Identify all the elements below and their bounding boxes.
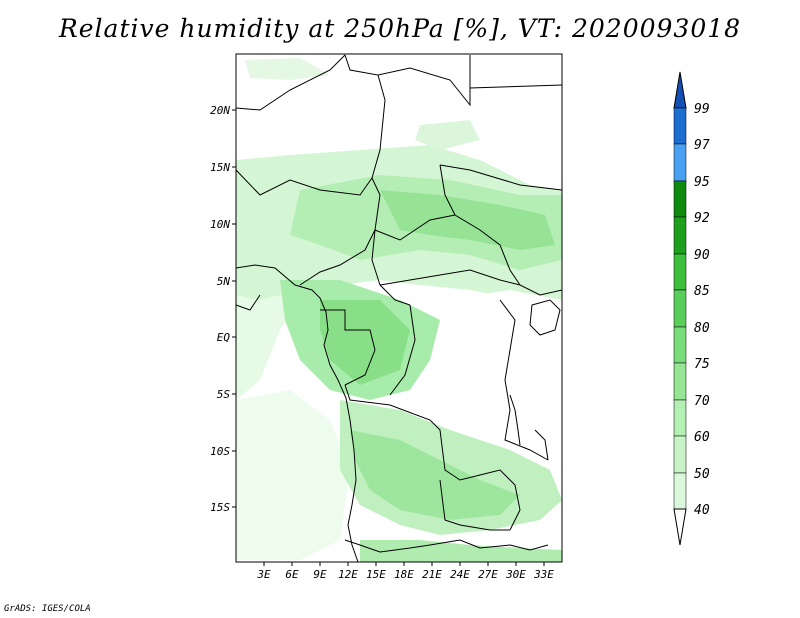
colorbar-segment — [673, 435, 687, 474]
colorbar-bottom-arrow — [673, 508, 687, 546]
colorbar-label: 97 — [694, 138, 710, 153]
colorbar-segment — [673, 399, 687, 437]
lon-tick-label: 21E — [422, 568, 442, 581]
colorbar-segment — [673, 289, 687, 328]
colorbar-label: 60 — [694, 430, 710, 445]
lat-tick-label: EQ — [217, 331, 231, 344]
lat-tick-label: 5N — [217, 275, 231, 288]
country-borders — [235, 54, 563, 563]
colorbar-segment — [673, 143, 687, 182]
colorbar-label: 75 — [694, 357, 710, 372]
colorbar-label: 92 — [694, 211, 710, 226]
colorbar-label: 99 — [694, 102, 710, 117]
lat-tick-label: 15N — [210, 161, 230, 174]
lat-tick-label: 20N — [210, 104, 230, 117]
colorbar-top-arrow — [673, 71, 687, 109]
colorbar-label: 95 — [694, 175, 710, 190]
map-frame — [235, 53, 563, 563]
colorbar-label: 70 — [694, 394, 710, 409]
lon-tick-label: 30E — [505, 568, 526, 581]
lon-tick-label: 12E — [338, 568, 358, 581]
credit-label: GrADS: IGES/COLA — [4, 604, 91, 614]
lon-tick-label: 9E — [313, 568, 327, 581]
lon-tick-label: 15E — [366, 568, 386, 581]
colorbar-label: 90 — [694, 248, 710, 263]
lon-axis: 3E 6E 9E 12E 15E 18E 21E 24E 27E 30E 33E — [256, 562, 554, 581]
lon-tick-label: 3E — [256, 568, 271, 581]
colorbar-segment — [673, 253, 687, 291]
lon-tick-label: 33E — [533, 568, 554, 581]
lat-tick-label: 5S — [217, 388, 231, 401]
lat-tick-label: 10N — [210, 218, 230, 231]
colorbar-label: 50 — [694, 467, 710, 482]
colorbar-label: 40 — [694, 503, 710, 518]
map-title: Relative humidity at 250hPa [%], VT: 202… — [58, 14, 742, 43]
lon-tick-label: 18E — [394, 568, 414, 581]
lat-tick-label: 15S — [210, 501, 230, 514]
colorbar-segment — [673, 107, 687, 145]
colorbar-segment — [673, 472, 687, 510]
lat-axis: 20N 15N 10N 5N EQ 5S 10S 15S — [210, 104, 236, 514]
colorbar-label: 85 — [694, 284, 710, 299]
colorbar-segment — [673, 362, 687, 401]
colorbar: 99 97 95 92 90 85 80 75 70 60 50 40 — [673, 71, 710, 546]
humidity-field — [236, 58, 562, 562]
lon-tick-label: 27E — [478, 568, 498, 581]
colorbar-segment — [673, 180, 687, 218]
lat-tick-label: 10S — [210, 445, 230, 458]
colorbar-label: 80 — [694, 321, 710, 336]
lon-tick-label: 6E — [285, 568, 299, 581]
colorbar-segment — [673, 216, 687, 255]
colorbar-segment — [673, 326, 687, 364]
lon-tick-label: 24E — [450, 568, 470, 581]
